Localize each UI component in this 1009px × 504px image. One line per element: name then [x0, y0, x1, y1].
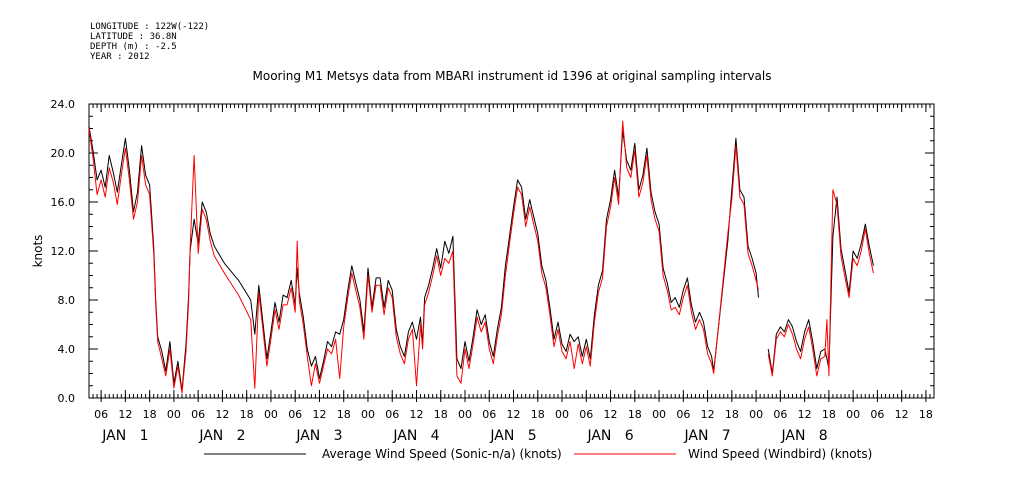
x-tick-label: 18	[143, 408, 157, 421]
x-tick-label: 12	[118, 408, 132, 421]
x-tick-label: 18	[337, 408, 351, 421]
plot-frame	[88, 103, 935, 399]
x-tick-label: 06	[482, 408, 496, 421]
x-tick-label: 00	[167, 408, 181, 421]
x-day-label: JAN 5	[489, 428, 536, 444]
chart-title: Mooring M1 Metsys data from MBARI instru…	[253, 69, 772, 83]
x-tick-label: 12	[895, 408, 909, 421]
x-tick-label: 06	[288, 408, 302, 421]
x-day-label: JAN 8	[781, 428, 828, 444]
y-tick-label: 24.0	[51, 98, 76, 111]
y-axis-label: knots	[31, 235, 45, 268]
x-tick-label: 00	[749, 408, 763, 421]
y-tick-label: 0.0	[58, 392, 76, 405]
x-tick-label: 12	[798, 408, 812, 421]
x-tick-label: 12	[701, 408, 715, 421]
x-tick-label: 12	[507, 408, 521, 421]
x-tick-label: 06	[94, 408, 108, 421]
y-tick-label: 20.0	[51, 147, 76, 160]
legend: Average Wind Speed (Sonic-n/a) (knots) W…	[204, 447, 872, 461]
y-tick-label: 16.0	[51, 196, 76, 209]
x-tick-label: 06	[385, 408, 399, 421]
legend-label-sonic: Average Wind Speed (Sonic-n/a) (knots)	[322, 447, 562, 461]
x-tick-label: 00	[264, 408, 278, 421]
x-tick-label: 06	[191, 408, 205, 421]
depth-label: DEPTH (m) : -2.5	[90, 42, 177, 52]
legend-label-windbird: Wind Speed (Windbird) (knots)	[688, 447, 872, 461]
x-tick-label: 06	[773, 408, 787, 421]
x-tick-label: 12	[215, 408, 229, 421]
x-tick-label: 00	[846, 408, 860, 421]
data-series	[88, 120, 874, 394]
x-tick-label: 00	[361, 408, 375, 421]
minor-ticks	[88, 104, 935, 398]
series-line-sonic	[88, 126, 874, 392]
x-day-label: JAN 6	[586, 428, 633, 444]
x-tick-label: 18	[725, 408, 739, 421]
latitude-label: LATITUDE : 36.8N	[90, 32, 177, 42]
x-tick-label: 18	[434, 408, 448, 421]
y-tick-label: 4.0	[58, 343, 76, 356]
x-tick-label: 18	[531, 408, 545, 421]
x-tick-label: 18	[919, 408, 933, 421]
y-tick-label: 8.0	[58, 294, 76, 307]
x-day-label: JAN 1	[101, 428, 148, 444]
x-tick-label: 00	[652, 408, 666, 421]
x-tick-label: 12	[409, 408, 423, 421]
metadata-block: LONGITUDE : 122W(-122) LATITUDE : 36.8N …	[90, 22, 209, 62]
year-label: YEAR : 2012	[90, 52, 150, 62]
x-tick-label: 06	[870, 408, 884, 421]
series-line-windbird	[88, 120, 874, 394]
longitude-label: LONGITUDE : 122W(-122)	[90, 22, 209, 32]
x-tick-label: 00	[555, 408, 569, 421]
x-day-label: JAN 7	[683, 428, 730, 444]
y-axis: 0.0 4.0 8.0 12.0 16.0 20.0 24.0	[51, 98, 934, 405]
x-tick-label: 12	[312, 408, 326, 421]
x-tick-label: 12	[604, 408, 618, 421]
x-tick-label: 00	[458, 408, 472, 421]
x-day-label: JAN 3	[295, 428, 342, 444]
y-tick-label: 12.0	[51, 245, 76, 258]
x-tick-label: 18	[822, 408, 836, 421]
x-tick-label: 18	[628, 408, 642, 421]
x-day-label: JAN 4	[392, 428, 439, 444]
x-axis: 06 12 18 00 06 12 18 00 06 12 18 00 06 12 18 00 06 12 18 00…	[94, 104, 933, 444]
x-tick-label: 18	[240, 408, 254, 421]
x-day-label: JAN 2	[198, 428, 245, 444]
x-tick-label: 06	[676, 408, 690, 421]
x-tick-label: 06	[579, 408, 593, 421]
